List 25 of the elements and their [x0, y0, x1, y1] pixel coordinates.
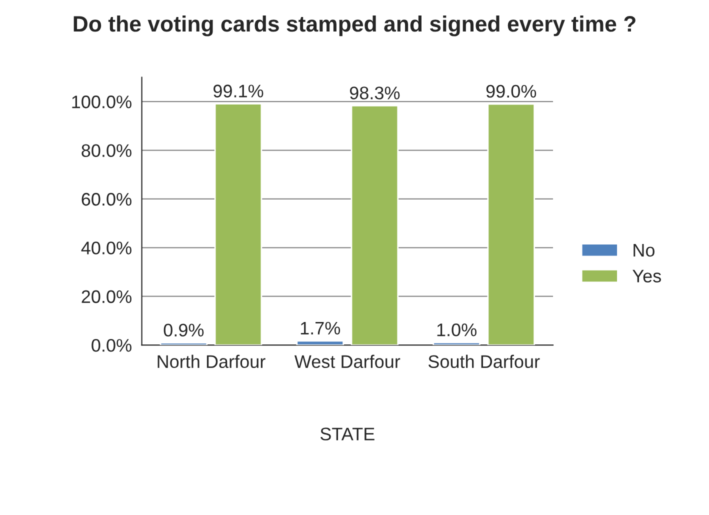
data-label: 0.9% [164, 324, 204, 337]
x-tick-label: West Darfour [294, 354, 400, 368]
bar [432, 342, 480, 346]
bar [350, 105, 399, 346]
data-label: 1.7% [300, 322, 340, 334]
y-tick-label: 60.0% [82, 192, 132, 206]
data-label: 1.0% [437, 323, 476, 336]
data-label: 99.1% [214, 84, 264, 98]
data-label: 98.3% [350, 86, 400, 100]
y-tick-label: 40.0% [81, 242, 132, 254]
x-axis-title: STATE [320, 428, 374, 440]
y-tick-label: 20.0% [82, 290, 132, 304]
bar [296, 340, 344, 346]
bar [160, 342, 208, 346]
bar [487, 103, 536, 346]
x-tick-label: North Darfour [158, 354, 266, 368]
chart-title: Do the voting cards stamped and signed every time ? [74, 15, 636, 36]
data-label: 99.0% [486, 84, 536, 98]
y-tick-label: 100.0% [72, 96, 132, 108]
legend-label: Yes [632, 270, 661, 282]
y-tick-label: 0.0% [92, 338, 132, 352]
y-tick-label: 80.0% [82, 144, 132, 158]
bar [214, 103, 262, 346]
x-tick-label: South Darfour [428, 354, 540, 368]
legend-label: No [634, 244, 654, 257]
